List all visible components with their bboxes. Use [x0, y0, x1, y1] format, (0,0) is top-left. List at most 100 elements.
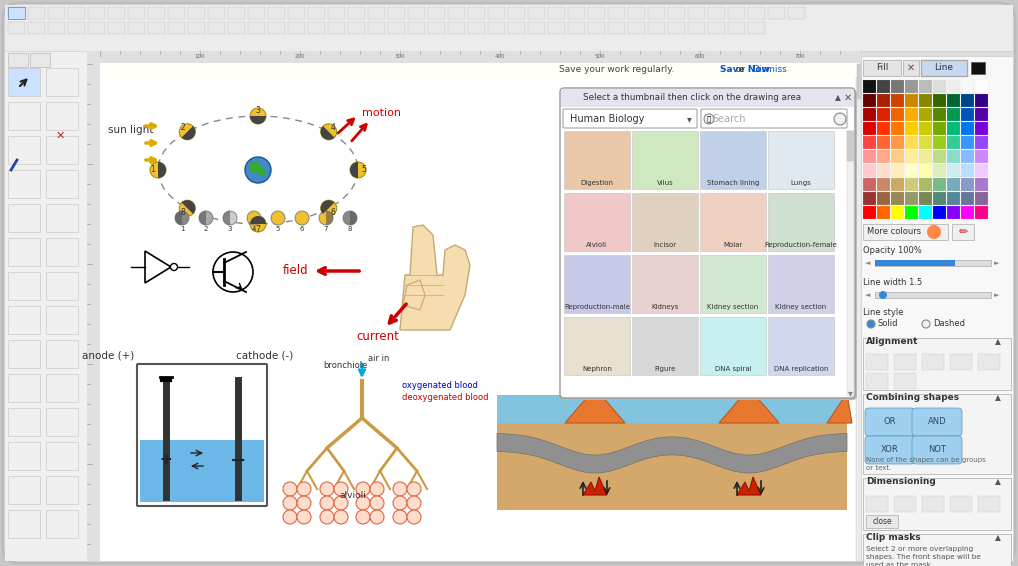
Bar	[508, 22, 525, 34]
Bar	[961, 206, 974, 219]
Bar	[876, 150, 890, 163]
Bar	[975, 94, 988, 107]
Bar	[288, 22, 305, 34]
Bar	[947, 122, 960, 135]
Text: Dismiss: Dismiss	[752, 66, 787, 75]
Text: XOR: XOR	[882, 445, 899, 454]
Bar	[388, 7, 405, 19]
Bar	[228, 7, 245, 19]
Text: Opacity 100%: Opacity 100%	[863, 246, 921, 255]
Bar	[876, 178, 890, 191]
Circle shape	[170, 264, 177, 271]
Bar	[947, 150, 960, 163]
Text: Save your work regularly.: Save your work regularly.	[559, 66, 680, 75]
Bar	[168, 7, 185, 19]
Bar	[891, 108, 904, 121]
Bar	[628, 22, 645, 34]
Bar	[568, 7, 585, 19]
Bar	[919, 108, 932, 121]
Text: 3: 3	[256, 106, 261, 115]
Bar	[934, 122, 946, 135]
Bar	[708, 7, 725, 19]
Text: NOT: NOT	[928, 445, 946, 454]
Circle shape	[258, 168, 266, 176]
Bar	[891, 80, 904, 93]
Bar	[961, 164, 974, 177]
Bar	[288, 7, 305, 19]
Bar	[919, 178, 932, 191]
Polygon shape	[737, 477, 761, 495]
Bar	[208, 7, 225, 19]
Wedge shape	[223, 211, 230, 225]
Bar	[866, 496, 888, 512]
Bar	[8, 340, 40, 368]
Circle shape	[321, 200, 337, 216]
Bar	[564, 193, 630, 251]
Circle shape	[297, 482, 312, 496]
Bar	[947, 164, 960, 177]
Polygon shape	[403, 280, 425, 310]
Wedge shape	[326, 211, 333, 225]
Bar	[30, 53, 50, 67]
Text: ▲: ▲	[835, 93, 841, 102]
Bar	[46, 408, 78, 436]
Bar	[768, 255, 834, 313]
Bar	[46, 204, 78, 232]
Text: Select 2 or more overlapping: Select 2 or more overlapping	[866, 546, 973, 552]
Bar	[891, 192, 904, 205]
FancyBboxPatch shape	[563, 109, 697, 128]
Circle shape	[334, 482, 348, 496]
Circle shape	[370, 482, 384, 496]
Bar	[548, 22, 565, 34]
Bar	[891, 150, 904, 163]
Bar	[947, 108, 960, 121]
Bar	[961, 108, 974, 121]
Text: Kidneys: Kidneys	[652, 304, 679, 310]
Bar	[863, 224, 948, 240]
Polygon shape	[497, 434, 847, 473]
Circle shape	[334, 510, 348, 524]
Bar	[950, 354, 972, 370]
Text: OR: OR	[884, 418, 896, 427]
Bar	[632, 255, 698, 313]
Bar	[488, 22, 505, 34]
Text: 8: 8	[348, 226, 352, 232]
FancyBboxPatch shape	[562, 90, 857, 400]
Wedge shape	[181, 126, 195, 140]
Bar	[564, 317, 630, 375]
Bar	[128, 7, 145, 19]
Circle shape	[922, 320, 930, 328]
Bar	[847, 131, 854, 161]
Text: Stomach lining: Stomach lining	[706, 180, 759, 186]
Bar	[748, 7, 765, 19]
Bar	[208, 22, 225, 34]
Bar	[408, 22, 425, 34]
Bar	[8, 102, 40, 130]
Text: close: close	[872, 517, 892, 525]
Text: 600: 600	[694, 54, 705, 59]
Text: Select a thumbnail then click on the drawing area: Select a thumbnail then click on the dra…	[583, 93, 801, 102]
Bar	[632, 131, 698, 189]
Bar	[528, 7, 545, 19]
Text: DNA replication: DNA replication	[774, 366, 829, 372]
Bar	[508, 7, 525, 19]
Bar	[947, 206, 960, 219]
Bar	[863, 136, 876, 149]
Circle shape	[297, 510, 312, 524]
Circle shape	[213, 252, 253, 292]
Text: or: or	[730, 66, 750, 75]
Bar	[46, 238, 78, 266]
Bar	[961, 178, 974, 191]
Bar	[46, 272, 78, 300]
Bar	[947, 94, 960, 107]
Bar	[876, 206, 890, 219]
Bar	[497, 423, 847, 510]
Circle shape	[370, 496, 384, 510]
Bar	[961, 122, 974, 135]
Bar	[975, 80, 988, 93]
Bar	[46, 476, 78, 504]
Text: Lungs: Lungs	[791, 180, 811, 186]
Text: Line width 1.5: Line width 1.5	[863, 278, 922, 287]
Bar	[863, 150, 876, 163]
Circle shape	[283, 482, 297, 496]
